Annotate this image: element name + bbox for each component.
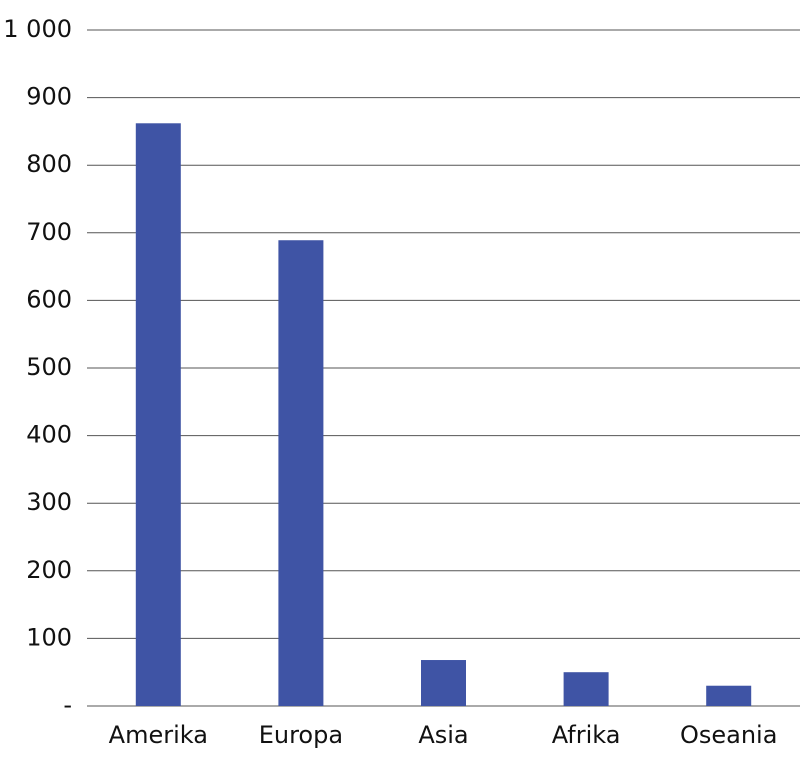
y-tick-label: 200 <box>26 556 72 584</box>
y-tick-label: 400 <box>26 421 72 449</box>
bar <box>278 240 324 706</box>
bar <box>135 123 181 706</box>
y-tick-label: 1 000 <box>3 15 72 43</box>
y-tick-label: 800 <box>26 150 72 178</box>
x-tick-label: Oseania <box>680 721 777 749</box>
y-tick-label: 500 <box>26 353 72 381</box>
y-tick-label: 600 <box>26 285 72 313</box>
x-tick-label: Europa <box>259 721 343 749</box>
y-tick-label: - <box>63 691 72 719</box>
x-tick-label: Amerika <box>109 721 208 749</box>
bar <box>706 685 752 706</box>
y-tick-label: 100 <box>26 623 72 651</box>
y-tick-label: 300 <box>26 488 72 516</box>
bar <box>421 660 466 706</box>
bar <box>563 672 609 706</box>
y-tick-label: 900 <box>26 83 72 111</box>
x-tick-label: Asia <box>418 721 468 749</box>
x-tick-label: Afrika <box>552 721 621 749</box>
y-tick-label: 700 <box>26 218 72 246</box>
